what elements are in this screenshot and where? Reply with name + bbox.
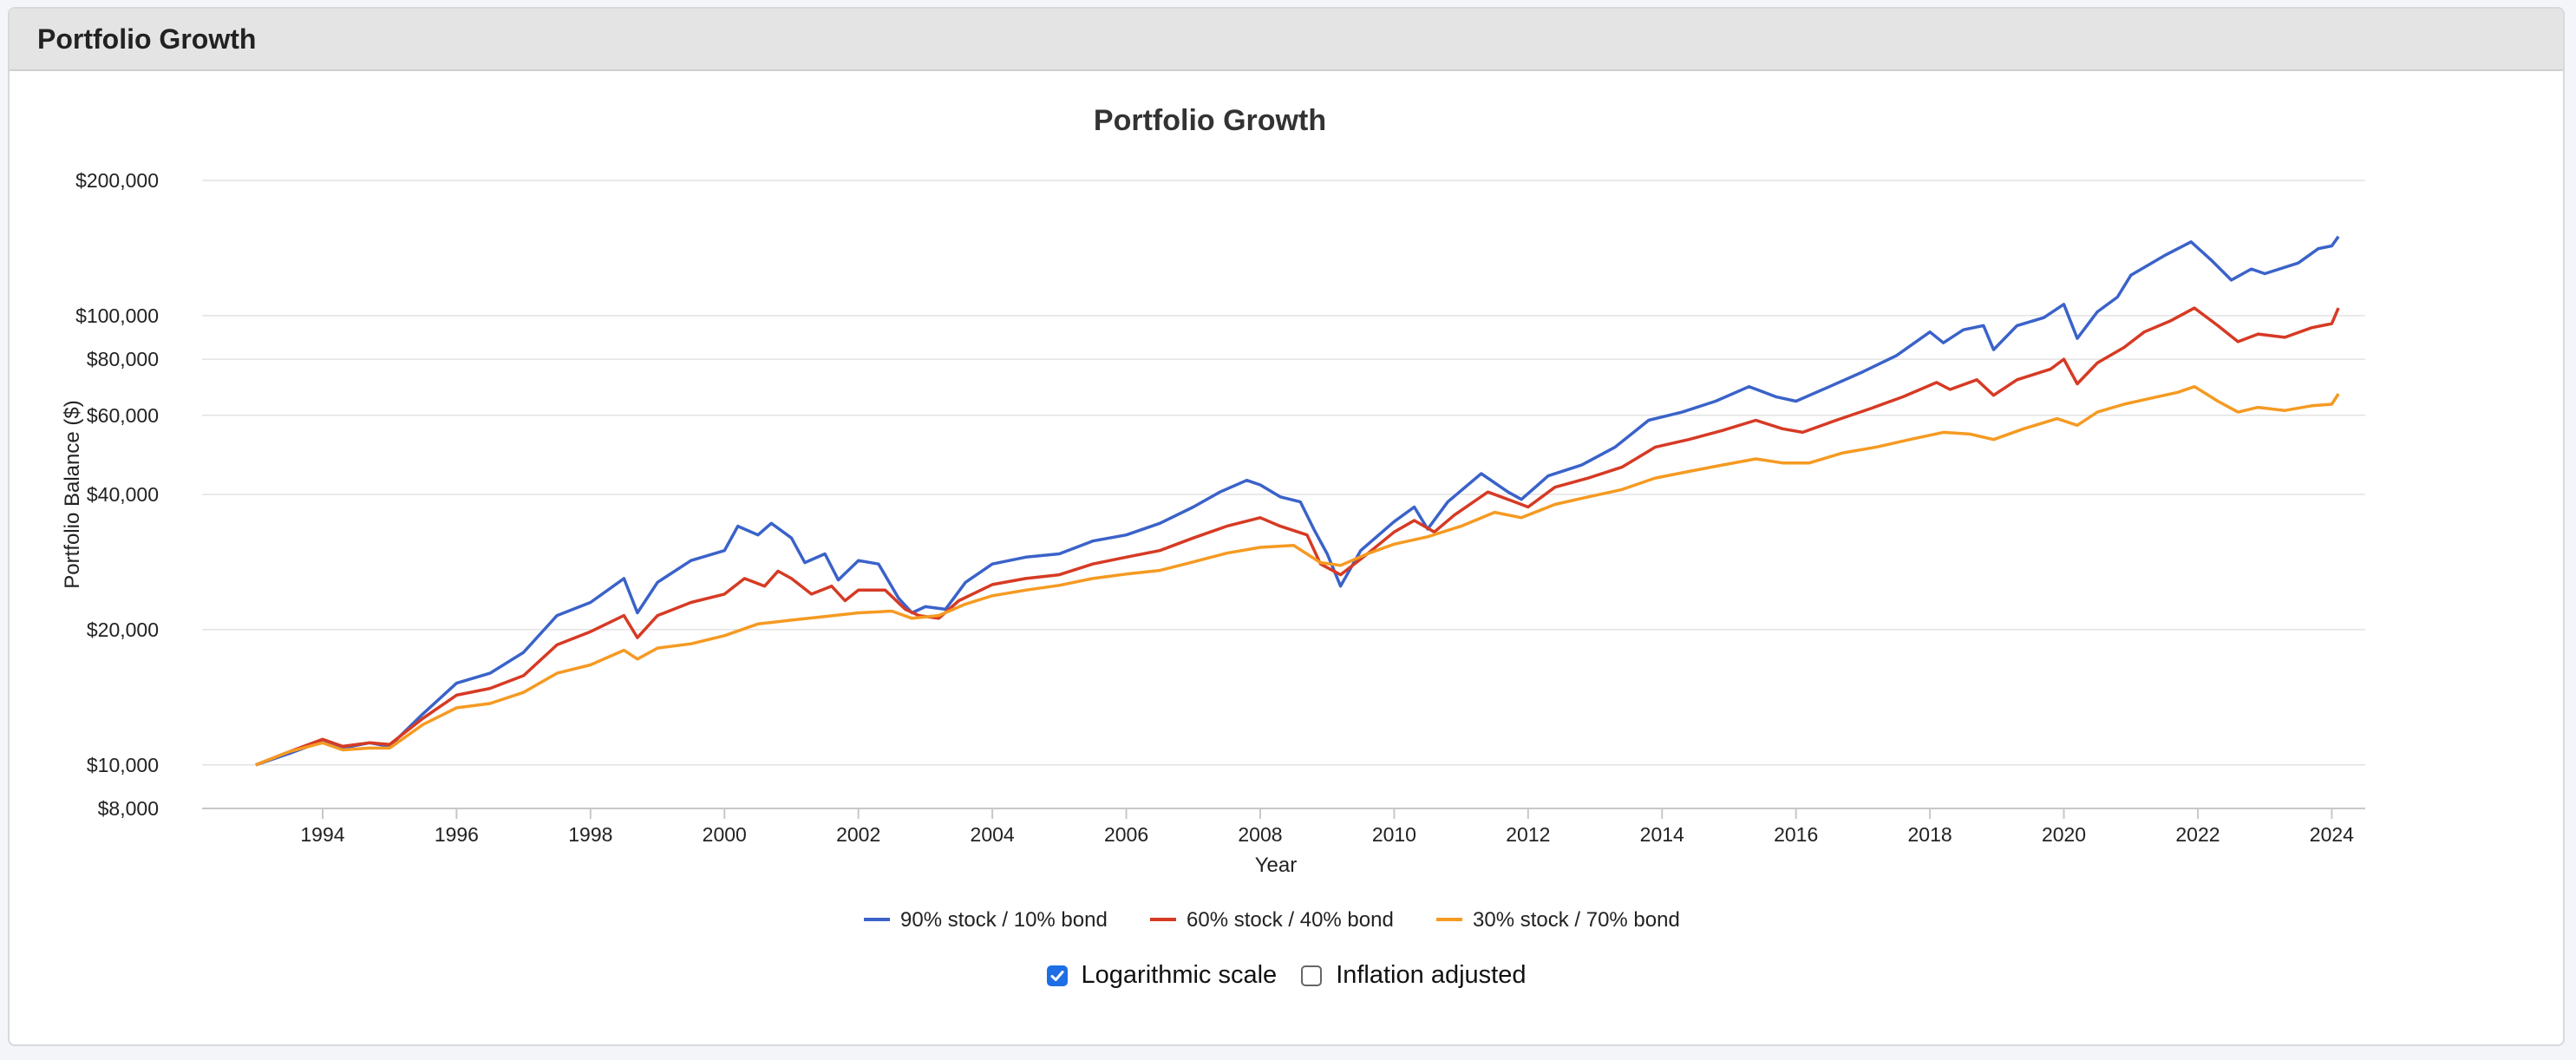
x-tick-label: 2008 [1238,823,1282,846]
series-lines [255,235,2340,767]
inflation-adjusted-checkbox[interactable]: Inflation adjusted [1301,961,1526,990]
x-tick-labels: 1994 1996 1998 2000 2002 2004 2006 2008 2010 2012… [300,808,2354,846]
legend: 90% stock / 10% bond 60% stock / 40% bond… [864,908,1680,932]
y-tick-label: $60,000 [87,404,159,427]
x-tick-label: 2016 [1774,823,1818,846]
x-tick-label: 2004 [971,823,1015,846]
x-tick-label: 1996 [435,823,479,846]
y-tick-label: $20,000 [87,618,159,641]
legend-item-label[interactable]: 30% stock / 70% bond [1473,908,1680,932]
log-scale-label: Logarithmic scale [1081,961,1278,989]
grid-lines [202,180,2365,809]
y-tick-label: $10,000 [87,754,159,776]
chart-title: Portfolio Growth [1094,104,1326,137]
checkbox-checked-icon[interactable] [1046,965,1068,986]
y-tick-labels: $200,000 $100,000 $80,000 $60,000 $40,000 $20… [75,169,159,820]
x-axis-label: Year [1255,854,1298,877]
x-tick-label: 2002 [836,823,880,846]
series-line-0 [255,235,2340,767]
x-tick-label: 2006 [1104,823,1148,846]
y-tick-label: $200,000 [75,169,159,192]
y-tick-label: $80,000 [87,348,159,370]
portfolio-growth-panel: Portfolio Growth Portfolio Growth Portfo… [8,7,2565,1046]
x-tick-label: 1994 [300,823,344,846]
y-tick-label: $8,000 [98,797,159,820]
y-tick-label: $100,000 [75,304,159,327]
checkbox-unchecked-icon[interactable] [1301,965,1323,986]
portfolio-growth-chart: Portfolio Growth Portfolio Balance ($) Y… [61,104,2365,932]
x-tick-label: 2000 [703,823,747,846]
y-axis-label: Portfolio Balance ($) [61,400,84,588]
log-scale-checkbox[interactable]: Logarithmic scale [1046,961,1278,990]
x-tick-label: 2022 [2175,823,2220,846]
x-tick-label: 1998 [568,823,612,846]
x-tick-label: 2010 [1372,823,1416,846]
series-line-2 [255,384,2340,767]
chart-controls: Logarithmic scale Inflation adjusted [10,961,2563,990]
inflation-adjusted-label: Inflation adjusted [1336,961,1527,989]
y-tick-label: $40,000 [87,483,159,506]
panel-title: Portfolio Growth [10,9,2563,71]
x-tick-label: 2018 [1908,823,1952,846]
legend-item-label[interactable]: 90% stock / 10% bond [900,908,1108,932]
series-line-1 [255,306,2340,767]
x-tick-label: 2014 [1640,823,1684,846]
x-tick-label: 2024 [2310,823,2354,846]
x-tick-label: 2012 [1506,823,1550,846]
legend-item-label[interactable]: 60% stock / 40% bond [1187,908,1394,932]
x-tick-label: 2020 [2042,823,2086,846]
